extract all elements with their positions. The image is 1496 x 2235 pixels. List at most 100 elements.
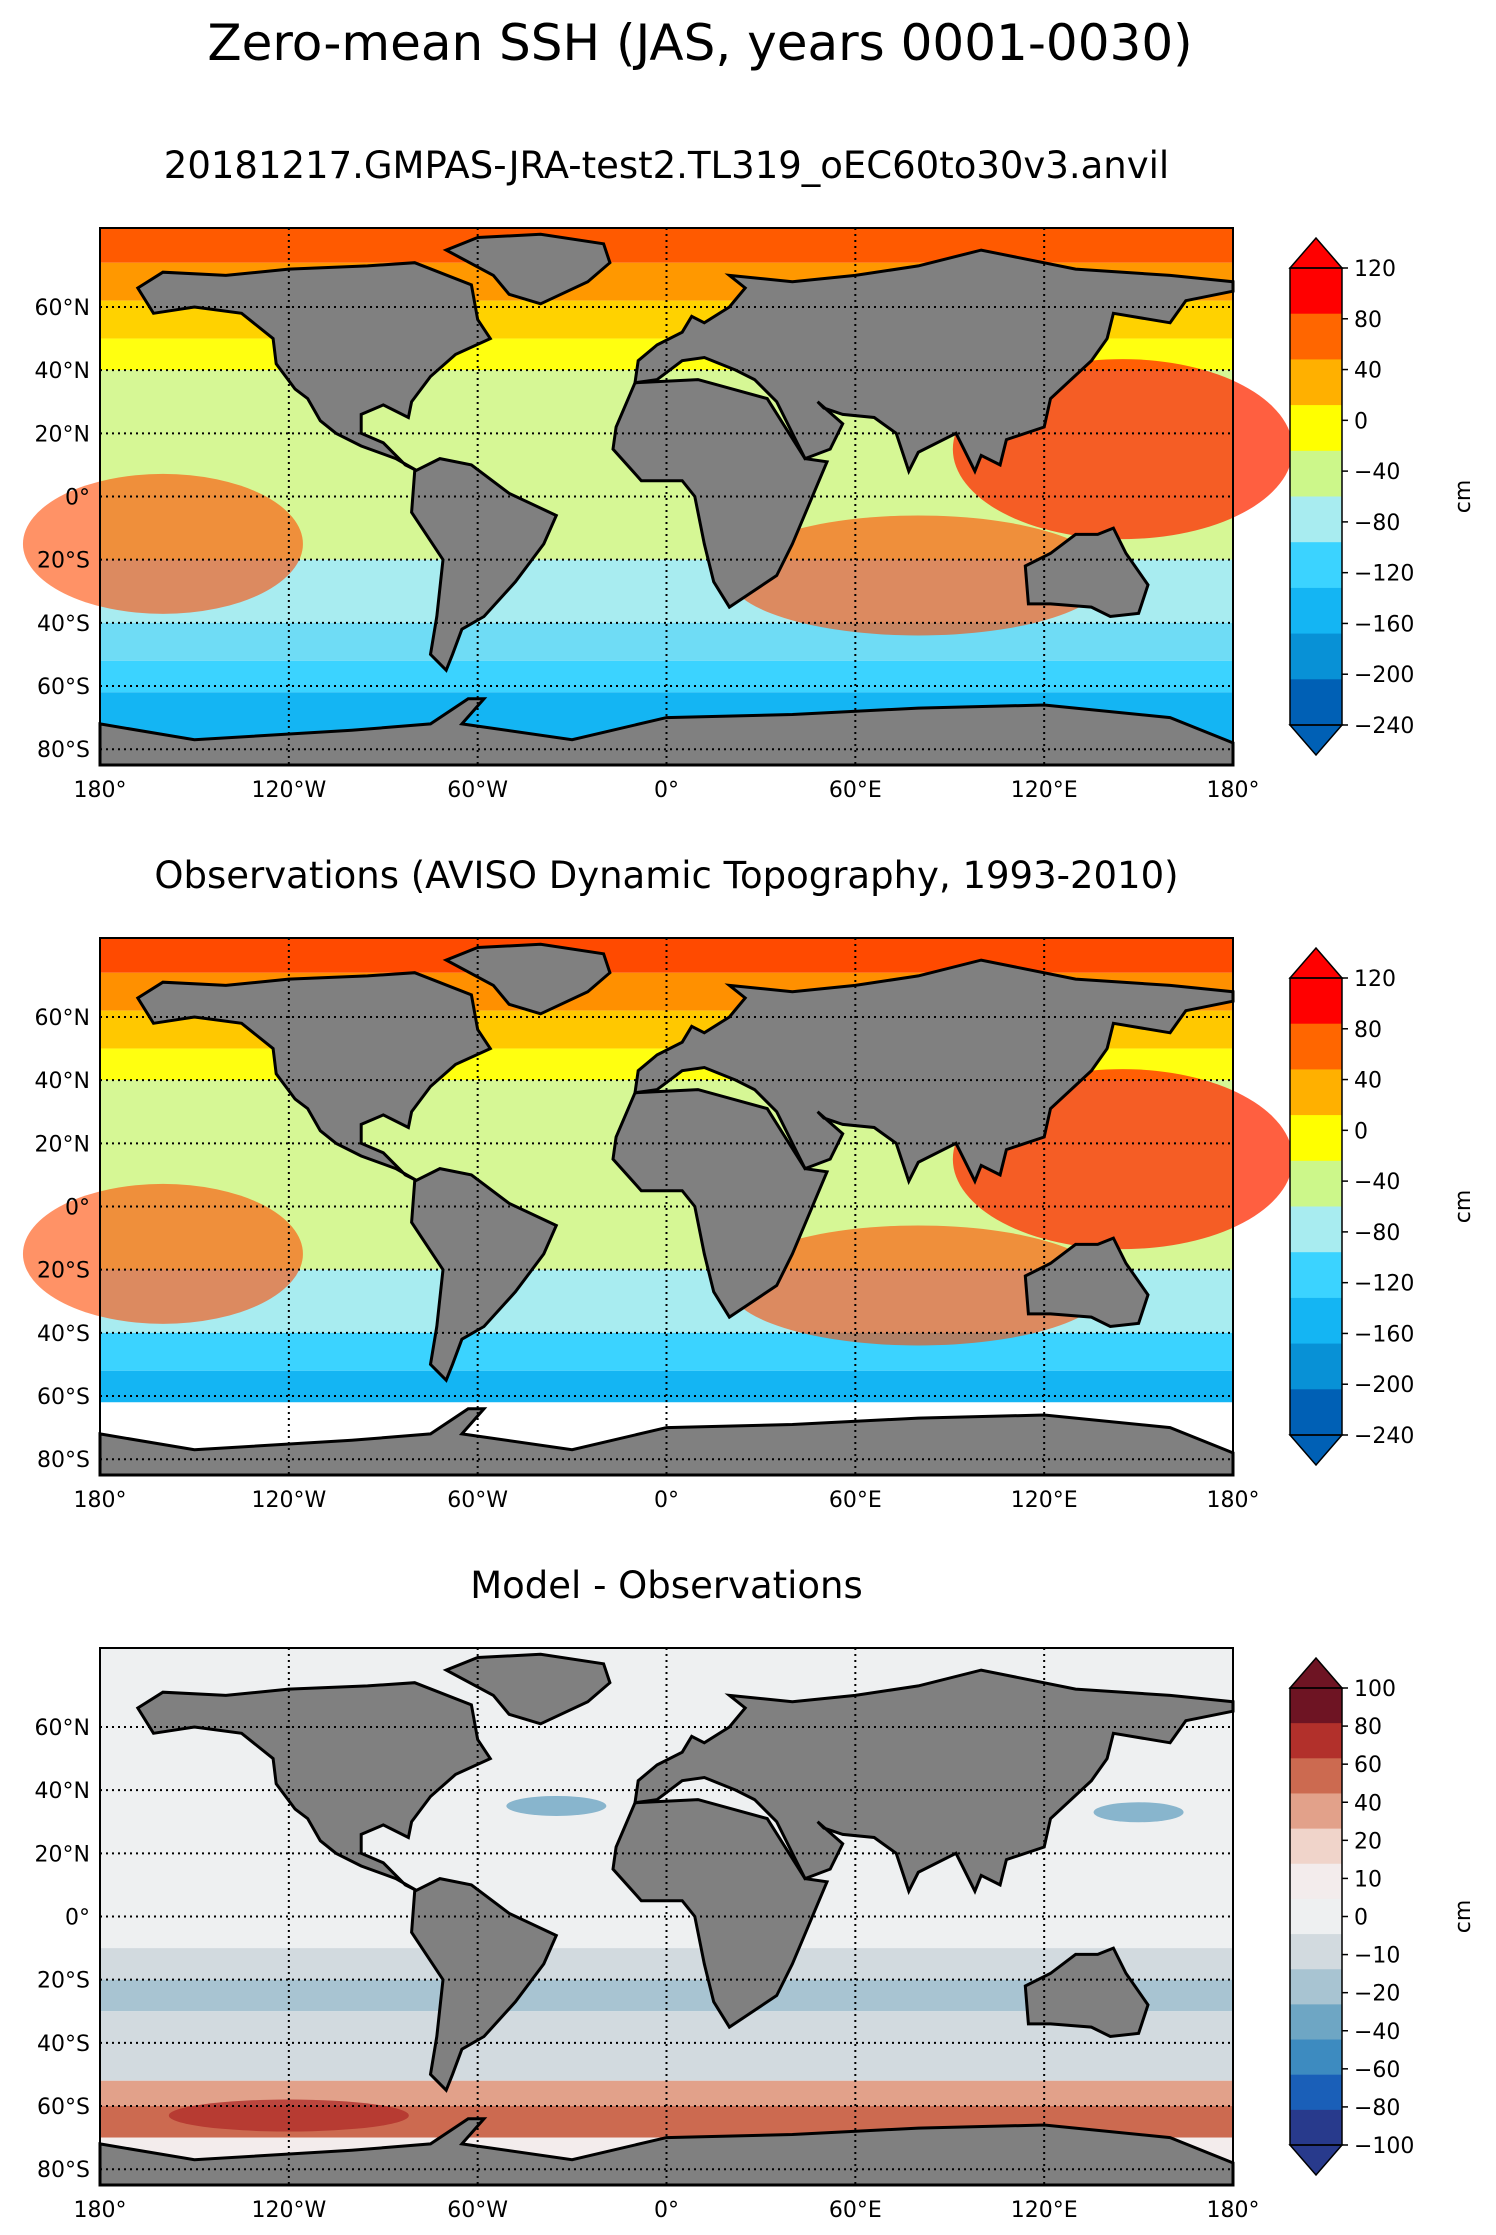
colorbar-segment [1290, 1069, 1342, 1116]
land-mass [1023, 526, 1150, 619]
colorbar-tick-label: 0 [1354, 1906, 1368, 1931]
colorbar-tick-label: −100 [1354, 2134, 1414, 2159]
y-axis: 60°N 40°N 20°N 0° 20°S 40°S 60°S 80°S [35, 1006, 90, 1473]
land-mass [611, 378, 830, 610]
y-tick-label: 20°S [37, 1259, 90, 1284]
land-mass [1023, 1236, 1150, 1329]
ocean-band [100, 938, 1233, 973]
x-tick-label: 120°W [251, 1488, 326, 1513]
y-tick-label: 40°S [37, 2032, 90, 2057]
indian-ocean-high [728, 1225, 1109, 1346]
x-tick-label: 0° [654, 2198, 679, 2223]
x-tick-label: 180° [1207, 1488, 1260, 1513]
colorbar-extend-top [1288, 1656, 1344, 1689]
colorbar-label: cm [1451, 480, 1476, 514]
colorbar-segment [1290, 1389, 1342, 1436]
x-tick-label: 120°W [251, 778, 326, 803]
colorbar-segment [1290, 2109, 1342, 2146]
x-tick-label: 180° [74, 2198, 127, 2223]
colorbar-segment [1290, 313, 1342, 360]
colorbar-tick-label: −240 [1354, 714, 1414, 739]
x-tick-label: 120°E [1011, 1488, 1078, 1513]
colorbar-extend-top [1288, 236, 1344, 269]
colorbar-tick-label: 20 [1354, 1829, 1382, 1854]
colorbar-tick-label: 80 [1354, 1715, 1382, 1740]
colorbar-segment [1290, 633, 1342, 680]
panel-title: Model - Observations [470, 1564, 863, 1607]
diff-high [168, 2099, 409, 2132]
colorbar-extend-bottom [1288, 724, 1344, 757]
colorbar-segment [1290, 405, 1342, 452]
colorbar-tick-label: 80 [1354, 1018, 1382, 1043]
land-mass [135, 1681, 493, 1893]
colorbar-tick-label: −10 [1354, 1944, 1400, 1969]
colorbar-segment [1290, 450, 1342, 497]
y-tick-label: 80°S [37, 1448, 90, 1473]
colorbar-segment [1290, 1688, 1342, 1724]
colorbar-tick-label: 0 [1354, 1119, 1368, 1144]
colorbar-label: cm [1451, 1190, 1476, 1224]
y-tick-label: 40°N [35, 1779, 90, 1804]
colorbar-segment [1290, 542, 1342, 589]
x-tick-label: 120°W [251, 2198, 326, 2223]
x-tick-label: 60°W [447, 2198, 508, 2223]
colorbar-segment [1290, 1297, 1342, 1345]
y-tick-label: 0° [65, 1196, 90, 1221]
colorbar-segment [1290, 1863, 1342, 1900]
ocean-band [100, 1948, 1233, 1980]
y-tick-label: 40°S [37, 1322, 90, 1347]
panel-title: Observations (AVISO Dynamic Topography, … [154, 854, 1178, 897]
colorbar-segment [1290, 268, 1342, 315]
y-tick-label: 20°S [37, 1969, 90, 1994]
x-tick-label: 180° [1207, 2198, 1260, 2223]
y-tick-label: 60°N [35, 1716, 90, 1741]
y-tick-label: 20°N [35, 1842, 90, 1867]
ocean-band [100, 1370, 1233, 1403]
colorbar: 120 80 40 0 −40 −80 −120 −160 −200 −240 cm [1288, 236, 1476, 757]
x-axis: 180° 120°W 60°W 0° 60°E 120°E 180° [74, 2198, 1260, 2223]
colorbar-tick-label: 60 [1354, 1753, 1382, 1778]
indian-ocean-high [728, 515, 1109, 636]
x-tick-label: 180° [74, 1488, 127, 1513]
y-tick-label: 80°S [37, 738, 90, 763]
colorbar-tick-label: −200 [1354, 1373, 1414, 1398]
colorbar-tick-label: −120 [1354, 562, 1414, 587]
panel-title: 20181217.GMPAS-JRA-test2.TL319_oEC60to30… [164, 144, 1169, 187]
colorbar-segment [1290, 1115, 1342, 1162]
colorbar-segment [1290, 1206, 1342, 1253]
x-tick-label: 180° [74, 778, 127, 803]
diff-low [1093, 1802, 1184, 1823]
x-tick-label: 60°E [829, 1488, 882, 1513]
colorbar-tick-label: −160 [1354, 612, 1414, 637]
x-axis: 180° 120°W 60°W 0° 60°E 120°E 180° [74, 778, 1260, 803]
colorbar-tick-label: −40 [1354, 460, 1400, 485]
colorbar-extend-bottom [1288, 1434, 1344, 1467]
x-tick-label: 120°E [1011, 778, 1078, 803]
colorbar-segment [1290, 496, 1342, 543]
colorbar-extend-top [1288, 946, 1344, 979]
colorbar-segment [1290, 2074, 1342, 2111]
map-panel-1: 20181217.GMPAS-JRA-test2.TL319_oEC60to30… [22, 144, 1476, 803]
diff-low [506, 1795, 607, 1816]
y-tick-label: 20°S [37, 549, 90, 574]
x-tick-label: 60°W [447, 778, 508, 803]
land-mass [442, 1652, 612, 1726]
land-mass [633, 958, 1235, 1186]
y-tick-label: 60°N [35, 1006, 90, 1031]
colorbar-tick-label: −80 [1354, 1221, 1400, 1246]
map-frame [99, 937, 1234, 1476]
colorbar-segment [1290, 1898, 1342, 1935]
colorbar-segment [1290, 978, 1342, 1025]
figure-suptitle: Zero-mean SSH (JAS, years 0001-0030) [207, 14, 1192, 72]
x-axis: 180° 120°W 60°W 0° 60°E 120°E 180° [74, 1488, 1260, 1513]
y-tick-label: 60°S [37, 675, 90, 700]
colorbar-segment [1290, 587, 1342, 635]
colorbar-tick-label: −200 [1354, 663, 1414, 688]
colorbar-tick-label: 0 [1354, 409, 1368, 434]
colorbar-tick-label: 40 [1354, 1069, 1382, 1094]
y-tick-label: 0° [65, 1906, 90, 1931]
y-tick-label: 20°N [35, 1132, 90, 1157]
x-tick-label: 180° [1207, 778, 1260, 803]
colorbar-segment [1290, 679, 1342, 726]
